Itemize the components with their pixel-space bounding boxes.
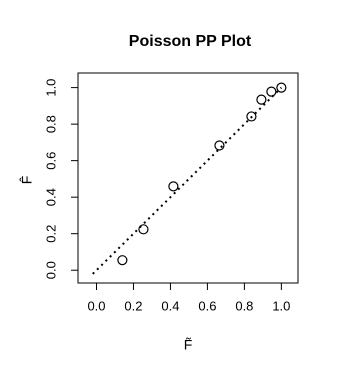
x-axis-label: F̃ [184, 336, 193, 352]
x-tick-label: 0.6 [198, 298, 216, 313]
point [256, 94, 267, 105]
y-tick-label: 0.6 [43, 152, 58, 170]
point [246, 111, 257, 122]
point [214, 140, 225, 151]
plot-frame [77, 72, 299, 284]
point [168, 181, 179, 192]
point [117, 255, 128, 266]
x-tick-label: 0.0 [87, 298, 105, 313]
y-tick-label: 0.8 [43, 115, 58, 133]
point [276, 82, 287, 93]
x-tick-label: 0.8 [235, 298, 253, 313]
x-tick-label: 0.4 [161, 298, 179, 313]
point [266, 86, 277, 97]
y-tick-label: 0.4 [43, 188, 58, 206]
x-tick-label: 0.2 [124, 298, 142, 313]
chart-title: Poisson PP Plot [129, 33, 252, 50]
x-tick-label: 1.0 [272, 298, 290, 313]
point [138, 224, 149, 235]
reference-line [92, 86, 283, 275]
y-axis-label: F̂ [18, 176, 34, 185]
y-tick-label: 1.0 [43, 79, 58, 97]
y-tick-label: 0.2 [43, 225, 58, 243]
y-tick-label: 0.0 [43, 261, 58, 279]
